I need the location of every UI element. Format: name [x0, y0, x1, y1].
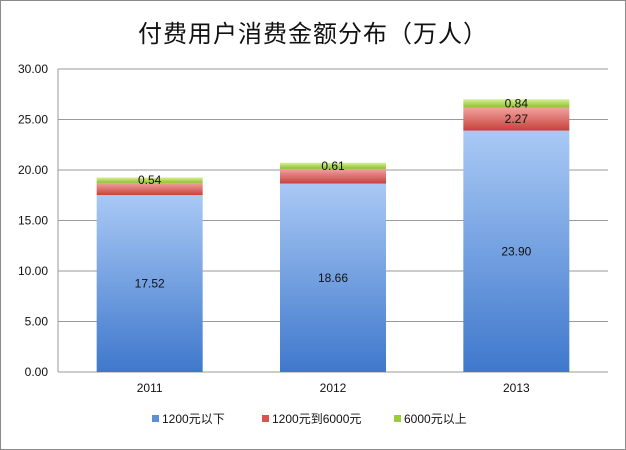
legend-label: 1200元以下 [162, 412, 225, 426]
bar-segment-2013-3 [463, 99, 570, 108]
bar-segment-2013-2 [463, 107, 570, 131]
y-tick-label: 25.00 [18, 113, 48, 127]
y-tick-label: 5.00 [25, 315, 49, 329]
data-label: 0.61 [321, 159, 345, 173]
bar-segment-2012-3 [280, 162, 386, 169]
data-label: 17.52 [135, 277, 165, 291]
y-tick-label: 10.00 [18, 264, 48, 278]
bar-segment-2012-1 [280, 183, 386, 372]
y-tick-label: 15.00 [18, 214, 48, 228]
legend-swatch [152, 415, 159, 422]
bar-segment-2013-1 [463, 130, 570, 372]
bar-segment-2011-3 [96, 177, 203, 183]
data-label: 2.27 [505, 112, 529, 126]
bar-segment-2012-2 [280, 168, 386, 184]
y-tick-label: 0.00 [25, 365, 49, 379]
x-tick-label: 2011 [137, 381, 163, 395]
y-tick-label: 30.00 [18, 62, 48, 76]
data-label: 23.90 [501, 244, 531, 258]
data-label: 0.54 [138, 173, 162, 187]
legend-swatch [262, 415, 269, 422]
legend-swatch [394, 415, 401, 422]
x-tick-label: 2013 [503, 381, 530, 395]
chart-title: 付费用户消费金额分布（万人） [138, 20, 488, 48]
bar-segment-2011-1 [96, 195, 203, 372]
legend-label: 6000元以上 [404, 412, 467, 426]
legend-label: 1200元到6000元 [272, 412, 361, 426]
y-tick-label: 20.00 [18, 163, 48, 177]
data-label: 18.66 [318, 271, 348, 285]
data-label: 0.84 [505, 96, 529, 110]
x-tick-label: 2012 [320, 381, 347, 395]
bar-segment-2011-2 [96, 182, 203, 196]
